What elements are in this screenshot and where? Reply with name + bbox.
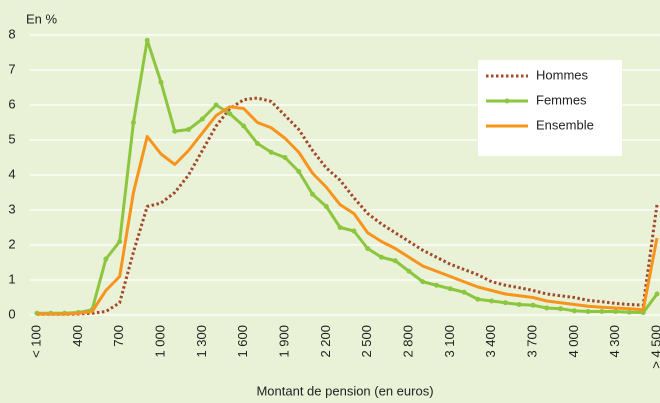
point-marker <box>144 37 150 43</box>
x-tick-label: 4 300 <box>607 325 622 358</box>
x-tick-label: 4 000 <box>566 325 581 358</box>
y-axis-label: En % <box>26 11 58 26</box>
point-marker <box>365 246 371 251</box>
y-tick-label: 4 <box>8 166 15 181</box>
x-tick-label: 700 <box>111 325 126 347</box>
x-tick-label: 400 <box>70 325 85 347</box>
legend-label: Hommes <box>536 67 589 82</box>
x-tick-label: 1 300 <box>194 325 209 358</box>
point-marker <box>199 116 205 122</box>
y-tick-label: 3 <box>8 201 15 216</box>
point-marker <box>268 149 274 155</box>
point-marker <box>337 225 343 230</box>
point-marker <box>475 296 481 302</box>
point-marker <box>571 308 577 314</box>
point-marker <box>130 120 136 125</box>
y-tick-label: 5 <box>8 131 15 146</box>
point-marker <box>640 310 646 316</box>
point-marker <box>599 309 605 314</box>
x-tick-label: 3 700 <box>524 325 539 358</box>
point-marker <box>626 309 632 315</box>
point-marker <box>213 102 219 108</box>
x-tick-label: > 4 500 <box>648 325 660 369</box>
x-axis-label: Montant de pension (en euros) <box>256 383 433 398</box>
y-tick-label: 6 <box>8 96 15 111</box>
y-tick-label: 7 <box>8 61 15 76</box>
legend-label: Ensemble <box>536 117 594 132</box>
point-marker <box>420 279 426 285</box>
series-line <box>37 105 659 316</box>
point-marker <box>351 228 357 234</box>
point-marker <box>227 111 233 117</box>
x-tick-label: < 100 <box>28 325 43 358</box>
point-marker <box>530 302 536 308</box>
point-marker <box>654 291 660 297</box>
point-marker <box>254 141 260 146</box>
point-marker <box>323 204 329 209</box>
point-marker <box>378 254 384 260</box>
legend-marker <box>504 98 510 104</box>
point-marker <box>434 282 440 288</box>
x-tick-label: 2 500 <box>359 325 374 358</box>
y-tick-label: 2 <box>8 236 15 251</box>
point-marker <box>447 286 453 292</box>
point-marker <box>392 258 398 264</box>
point-marker <box>310 191 316 197</box>
point-marker <box>186 127 192 132</box>
point-marker <box>172 128 178 134</box>
point-marker <box>613 309 619 314</box>
x-tick-label: 3 100 <box>442 325 457 358</box>
point-marker <box>296 169 302 174</box>
x-tick-label: 1 000 <box>152 325 167 358</box>
legend-label: Femmes <box>536 92 587 107</box>
x-tick-label: 2 200 <box>318 325 333 358</box>
series-line <box>37 96 659 316</box>
point-marker <box>406 268 412 274</box>
y-tick-label: 8 <box>8 26 15 41</box>
point-marker <box>516 302 522 307</box>
point-marker <box>117 239 123 244</box>
point-marker <box>544 305 550 311</box>
point-marker <box>241 123 247 129</box>
point-marker <box>585 309 591 314</box>
point-marker <box>103 256 109 262</box>
y-tick-label: 0 <box>8 306 15 321</box>
x-tick-label: 3 400 <box>483 325 498 358</box>
point-marker <box>558 306 564 312</box>
point-marker <box>158 79 164 85</box>
x-tick-label: 2 800 <box>400 325 415 358</box>
x-tick-label: 1 900 <box>276 325 291 358</box>
y-tick-label: 1 <box>8 271 15 286</box>
point-marker <box>461 289 467 295</box>
series-line <box>37 38 659 315</box>
point-marker <box>502 300 508 306</box>
point-marker <box>489 298 495 304</box>
point-marker <box>282 155 288 160</box>
x-tick-label: 1 600 <box>235 325 250 358</box>
